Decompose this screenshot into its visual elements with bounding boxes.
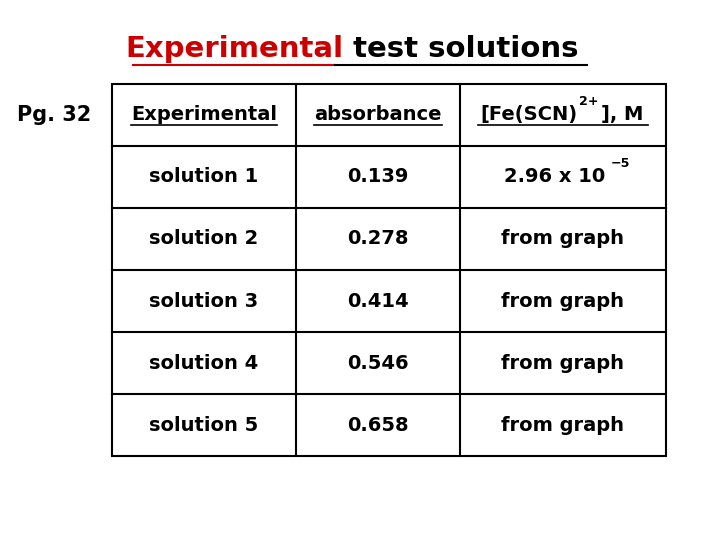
- Text: 2.96 x 10: 2.96 x 10: [504, 167, 606, 186]
- Text: ], M: ], M: [601, 105, 644, 124]
- Text: Experimental: Experimental: [131, 105, 277, 124]
- Text: 0.414: 0.414: [347, 292, 409, 310]
- Text: −5: −5: [611, 157, 630, 170]
- Text: solution 5: solution 5: [149, 416, 258, 435]
- Text: from graph: from graph: [501, 230, 624, 248]
- Text: solution 2: solution 2: [149, 230, 258, 248]
- Text: from graph: from graph: [501, 416, 624, 435]
- Text: absorbance: absorbance: [314, 105, 442, 124]
- Text: 0.139: 0.139: [347, 167, 409, 186]
- Text: solution 1: solution 1: [149, 167, 258, 186]
- Text: 0.546: 0.546: [347, 354, 409, 373]
- Bar: [112, 84, 666, 456]
- Text: solution 4: solution 4: [149, 354, 258, 373]
- Text: 0.658: 0.658: [347, 416, 409, 435]
- Text: 0.278: 0.278: [347, 230, 409, 248]
- Text: from graph: from graph: [501, 354, 624, 373]
- Text: [Fe(SCN): [Fe(SCN): [480, 105, 577, 124]
- Text: Experimental: Experimental: [125, 35, 343, 63]
- Text: solution 3: solution 3: [149, 292, 258, 310]
- Text: from graph: from graph: [501, 292, 624, 310]
- Text: 2+: 2+: [579, 94, 598, 107]
- Text: test solutions: test solutions: [343, 35, 579, 63]
- Text: Pg. 32: Pg. 32: [17, 105, 91, 125]
